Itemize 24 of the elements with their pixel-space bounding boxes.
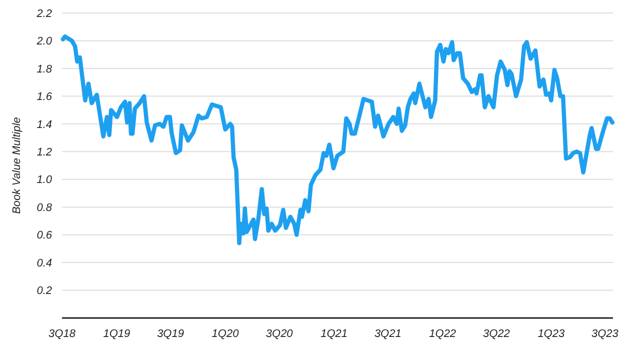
x-tick-label: 3Q22 [482,328,510,340]
x-tick-label: 3Q18 [48,328,76,340]
y-tick-label: 1.4 [36,118,52,131]
y-tick-label: 0.6 [36,230,53,242]
x-tick-label: 3Q19 [157,328,184,340]
x-tick-label: 1Q21 [320,328,348,340]
y-tick-label: 2.2 [36,8,52,20]
y-tick-label: 1.2 [36,146,52,158]
x-tick-label: 3Q20 [266,328,294,340]
x-tick-label: 3Q23 [592,328,620,340]
x-tick-label: 1Q23 [538,328,566,340]
y-tick-label: 0.2 [36,285,52,298]
y-tick-label: 2.0 [36,36,53,48]
y-axis-title: Book Value Multiple [11,117,23,214]
y-tick-label: 0.8 [36,202,53,214]
x-tick-label: 1Q22 [429,328,456,340]
x-tick-label: 3Q21 [374,328,402,340]
y-tick-label: 1.0 [36,174,53,186]
y-tick-label: 1.8 [36,63,53,76]
x-tick-label: 1Q19 [103,328,130,340]
y-tick-label: 1.6 [36,91,53,104]
x-tick-label: 1Q20 [212,328,240,340]
y-tick-label: 0.4 [36,257,52,270]
line-series [60,34,615,246]
